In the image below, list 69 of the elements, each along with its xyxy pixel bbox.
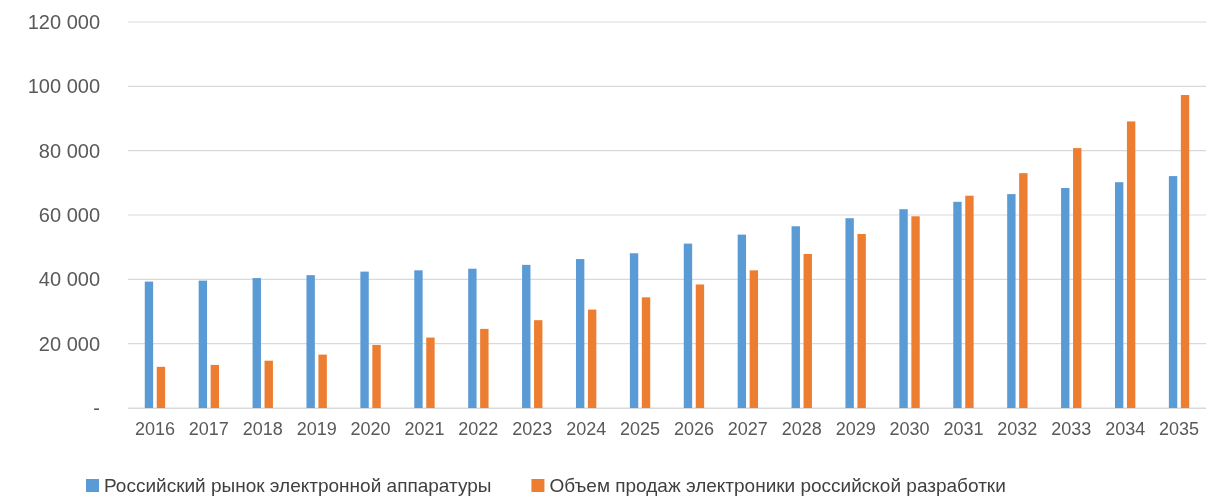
bar: [306, 275, 315, 408]
bar: [575, 259, 585, 408]
bar: [965, 195, 974, 408]
x-tick-label: 2035: [1159, 418, 1200, 439]
bar: [468, 268, 477, 408]
x-tick-label: 2023: [512, 418, 553, 439]
bar: [695, 284, 705, 408]
x-tick-label: 2032: [997, 418, 1038, 439]
legend-label: Российский рынок электронной аппаратуры: [104, 475, 492, 496]
bar: [414, 270, 423, 408]
y-tick-label: 120 000: [27, 10, 100, 33]
x-tick-label: 2018: [242, 418, 283, 439]
bar: [845, 218, 854, 408]
x-tick-label: 2016: [134, 418, 175, 439]
x-tick-label: 2026: [673, 418, 714, 439]
y-tick-label: -: [93, 396, 100, 419]
y-tick-label: 60 000: [38, 203, 100, 226]
bar: [1180, 95, 1190, 408]
bar: [156, 366, 166, 408]
bar: [803, 253, 812, 408]
y-tick-label: 40 000: [38, 268, 100, 291]
bar: [587, 309, 597, 408]
bar: [1114, 182, 1124, 408]
y-tick-label: 80 000: [38, 139, 100, 162]
bar: [252, 278, 261, 408]
x-tick-label: 2020: [350, 418, 391, 439]
x-tick-label: 2027: [727, 418, 768, 439]
bar: [683, 243, 693, 408]
x-tick-label: 2033: [1051, 418, 1092, 439]
bar: [534, 320, 543, 408]
x-tick-label: 2025: [620, 418, 661, 439]
x-tick-label: 2028: [781, 418, 822, 439]
bar: [899, 209, 908, 408]
bar: [210, 364, 220, 408]
bar: [360, 271, 369, 408]
bar: [791, 226, 800, 408]
bar: [480, 328, 489, 408]
bar: [953, 201, 962, 408]
bar: [1007, 194, 1016, 408]
bar: [641, 297, 651, 408]
bar: [372, 344, 381, 408]
bar: [1168, 176, 1178, 408]
bar: [1126, 121, 1136, 408]
y-tick-label: 100 000: [27, 75, 100, 98]
x-tick-label: 2034: [1105, 418, 1146, 439]
y-tick-label: 20 000: [38, 332, 100, 355]
x-tick-label: 2017: [188, 418, 229, 439]
bar: [911, 216, 920, 408]
bar: [426, 337, 435, 408]
bar: [522, 264, 531, 408]
x-tick-label: 2022: [458, 418, 499, 439]
bar: [264, 360, 273, 408]
bar: [749, 270, 759, 408]
legend-label: Объем продаж электроники российской разработки: [549, 475, 1006, 496]
x-tick-label: 2030: [889, 418, 930, 439]
bar: [1061, 187, 1070, 408]
bar: [318, 354, 327, 408]
bar: [144, 281, 154, 408]
bar: [1073, 148, 1082, 408]
bar: [737, 234, 747, 408]
bar: [629, 253, 639, 408]
x-tick-label: 2019: [296, 418, 337, 439]
x-tick-label: 2029: [835, 418, 876, 439]
bar: [198, 280, 208, 408]
x-tick-label: 2031: [943, 418, 984, 439]
bar: [857, 233, 866, 408]
x-tick-label: 2024: [566, 418, 607, 439]
bar: [1019, 173, 1028, 408]
x-tick-label: 2021: [404, 418, 445, 439]
